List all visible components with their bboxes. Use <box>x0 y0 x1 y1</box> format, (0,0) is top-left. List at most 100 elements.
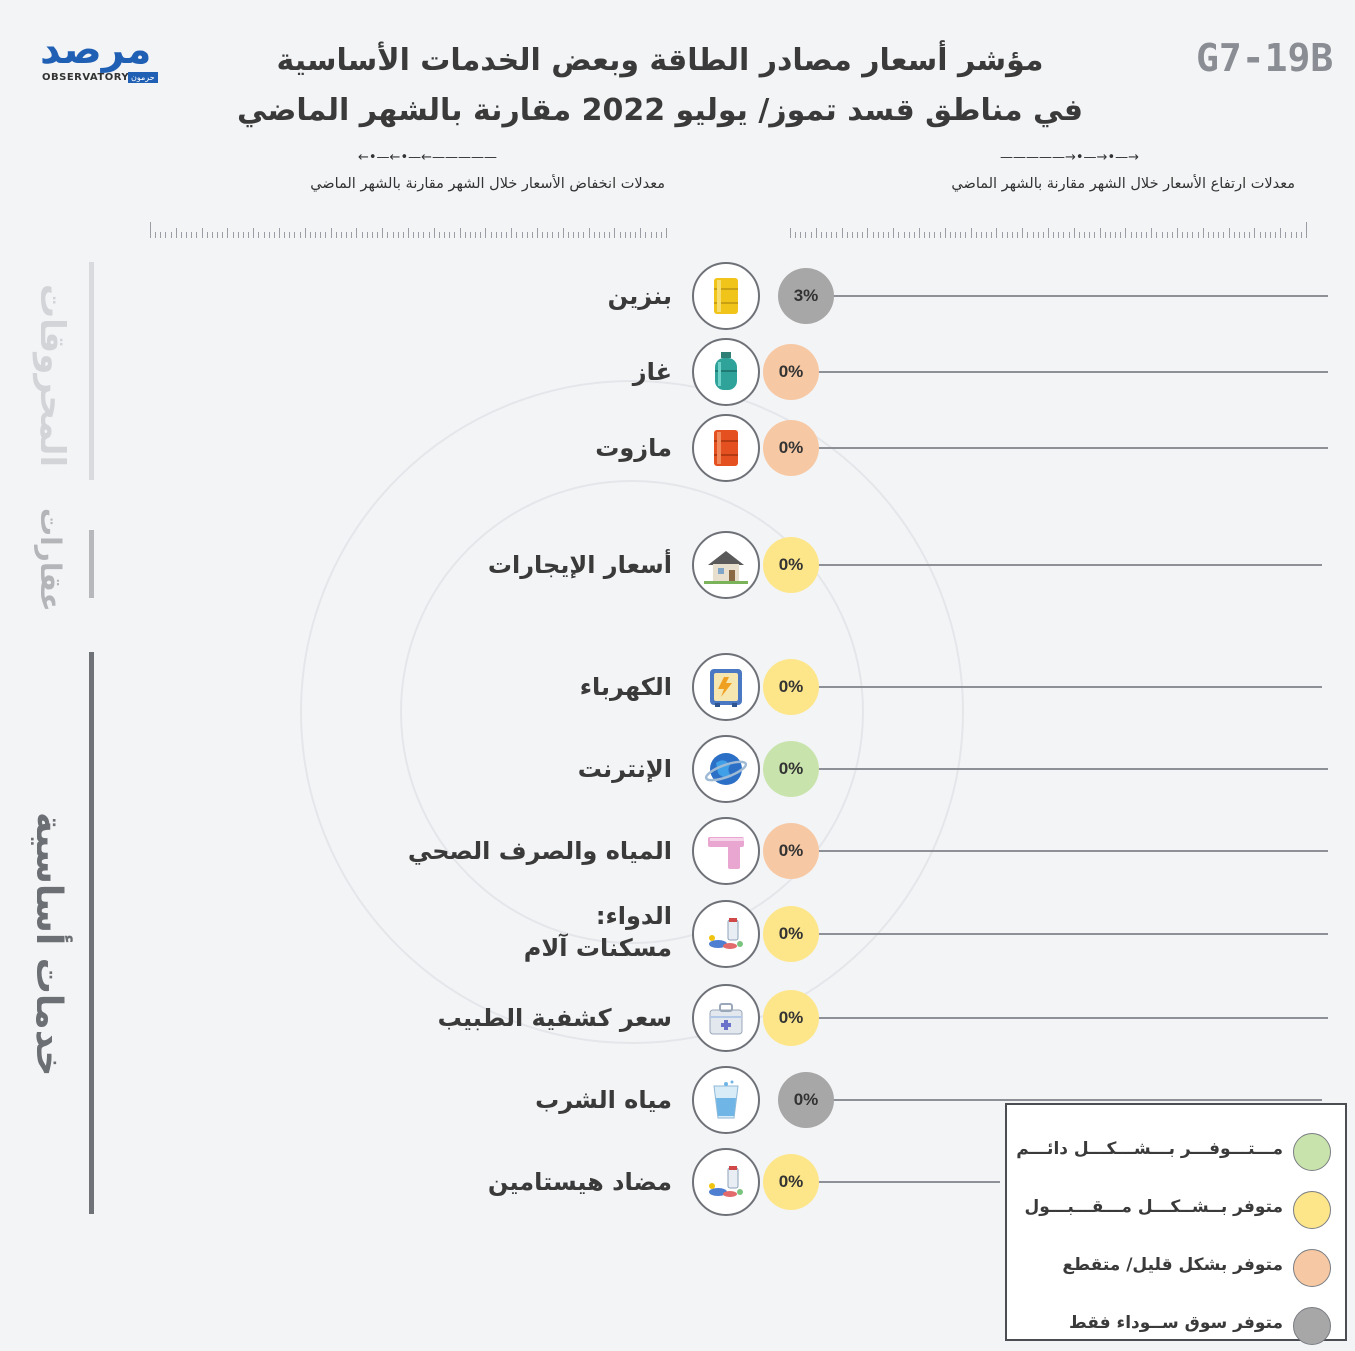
decrease-arrow: ←•—←•—←————— <box>358 150 498 165</box>
axis-tick <box>175 228 177 238</box>
value-badge: 0% <box>778 1072 834 1128</box>
axis-tick <box>1249 232 1251 238</box>
axis-tick <box>304 228 306 238</box>
axis-tick <box>666 228 667 238</box>
axis-tick <box>924 232 926 238</box>
axis-tick <box>1254 228 1256 238</box>
axis-tick <box>888 232 890 238</box>
axis-tick <box>820 232 822 238</box>
axis-tick <box>438 232 440 238</box>
chart-row: 0% مازوت <box>0 408 1355 488</box>
axis-end-tick <box>150 222 151 238</box>
axis-tick <box>196 232 198 238</box>
chart-row: 3% بنزين <box>0 256 1355 336</box>
row-label: الإنترنت <box>577 755 672 783</box>
legend-swatch <box>1293 1249 1331 1287</box>
fuel-barrel-yellow-icon <box>692 262 760 330</box>
axis-tick <box>795 232 797 238</box>
value-badge: 0% <box>763 741 819 797</box>
axis-tick <box>320 232 322 238</box>
value-badge: 3% <box>778 268 834 324</box>
axis-tick <box>325 232 327 238</box>
axis-tick <box>186 232 188 238</box>
row-line <box>803 371 1328 373</box>
increase-axis-ticks <box>790 208 1307 238</box>
category-label-services: خدمات أساسية <box>28 812 69 1077</box>
axis-tick <box>1228 228 1230 238</box>
axis-tick <box>955 232 957 238</box>
axis-tick <box>944 228 946 238</box>
axis-tick <box>227 228 229 238</box>
category-label-real-estate: عقارات <box>34 508 67 612</box>
axis-tick <box>614 228 616 238</box>
axis-tick <box>340 232 342 238</box>
axis-tick <box>1290 232 1292 238</box>
value-badge: 0% <box>763 537 819 593</box>
axis-tick <box>1213 232 1215 238</box>
decrease-axis-ticks <box>150 208 667 238</box>
axis-tick <box>1001 232 1003 238</box>
axis-tick <box>810 232 812 238</box>
axis-tick <box>361 232 363 238</box>
axis-tick <box>1202 228 1204 238</box>
axis-tick <box>640 228 642 238</box>
axis-tick <box>913 232 915 238</box>
axis-tick <box>402 232 404 238</box>
axis-tick <box>991 232 993 238</box>
axis-tick <box>1146 232 1148 238</box>
axis-tick <box>1063 232 1065 238</box>
axis-tick <box>500 232 502 238</box>
axis-tick <box>1017 232 1019 238</box>
chart-row: 0% الإنترنت <box>0 729 1355 809</box>
axis-tick <box>268 232 270 238</box>
value-badge: 0% <box>763 906 819 962</box>
axis-tick <box>929 232 931 238</box>
axis-tick <box>800 232 802 238</box>
row-line <box>818 1099 1322 1101</box>
logo-tag: حرمون <box>128 72 158 83</box>
chart-row: 0% مياه الشرب <box>0 1060 1355 1140</box>
category-bar-real-estate <box>89 530 94 598</box>
axis-tick <box>557 232 559 238</box>
value-badge: 0% <box>763 990 819 1046</box>
axis-tick <box>593 232 595 238</box>
axis-tick <box>371 232 373 238</box>
axis-tick <box>1233 232 1235 238</box>
value-badge: 0% <box>763 344 819 400</box>
axis-tick <box>1135 232 1137 238</box>
water-glass-icon <box>692 1066 760 1134</box>
axis-tick <box>1218 232 1220 238</box>
axis-tick <box>1259 232 1261 238</box>
axis-tick <box>645 232 647 238</box>
axis-tick <box>454 232 456 238</box>
decrease-axis-caption: معدلات انخفاض الأسعار خلال الشهر مقارنة … <box>310 176 665 192</box>
axis-tick <box>1166 232 1168 238</box>
axis-tick <box>583 232 585 238</box>
axis-tick <box>480 232 482 238</box>
row-label: الدواء: مسكنات آلام <box>523 902 672 962</box>
axis-tick <box>346 232 348 238</box>
row-line <box>818 295 1328 297</box>
axis-tick <box>1197 232 1199 238</box>
value-badge: 0% <box>763 1154 819 1210</box>
legend-label: متوفر بشكل قليل/ متقطع <box>1062 1255 1283 1275</box>
axis-tick <box>877 232 879 238</box>
axis-tick <box>165 232 167 238</box>
axis-tick <box>562 228 564 238</box>
axis-tick <box>882 232 884 238</box>
globe-icon <box>692 735 760 803</box>
axis-tick <box>604 232 606 238</box>
row-label: بنزين <box>607 282 672 310</box>
axis-tick <box>650 232 652 238</box>
legend-item-black-market: متوفر سوق ســوداء فقط <box>1007 1301 1345 1351</box>
electric-panel-icon <box>692 653 760 721</box>
axis-tick <box>790 228 791 238</box>
legend-label: مـــتـــوفـــر بـــشـــكـــل دائـــم <box>1016 1139 1283 1159</box>
axis-tick <box>1037 232 1039 238</box>
axis-tick <box>366 232 368 238</box>
axis-tick <box>841 228 843 238</box>
axis-tick <box>377 232 379 238</box>
axis-tick <box>537 228 538 238</box>
axis-tick <box>253 228 255 238</box>
